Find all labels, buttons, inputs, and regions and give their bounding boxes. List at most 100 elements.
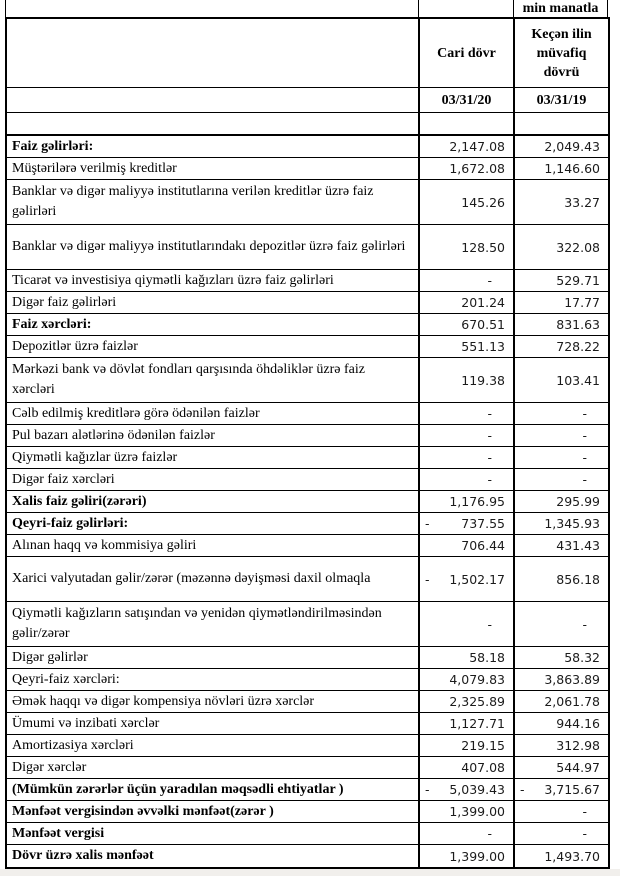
table-row: Pul bazarı alətlərinə ödənilən faizlər - -	[7, 425, 608, 447]
value-prior: 1,345.93	[544, 516, 600, 531]
negative-sign: -	[425, 571, 430, 587]
value-prior: 944.16	[556, 716, 600, 731]
unit-row-current-spacer	[418, 0, 513, 17]
value-prior: 3,863.89	[544, 672, 600, 687]
table-row: Digər xərclər 407.08 544.97	[7, 757, 608, 779]
row-label: Xalis faiz gəliri(zərəri)	[7, 491, 420, 512]
spacer-label-cell	[7, 113, 420, 134]
value-prior: 728.22	[556, 339, 600, 354]
amount: 5,039.43	[449, 782, 505, 797]
value-current: -	[420, 270, 515, 291]
table-row: Faiz xərcləri: 670.51 831.63	[7, 314, 608, 336]
value-prior: 17.77	[564, 295, 600, 310]
unit-label: min manatla	[513, 0, 608, 17]
page-bottom-margin	[0, 869, 620, 876]
row-label: Digər xərclər	[7, 757, 420, 778]
table-row: Xarici valyutadan gəlir/zərər (məzənnə d…	[7, 557, 608, 602]
value-prior: 103.41	[556, 372, 600, 388]
row-label: Amortizasiya xərcləri	[7, 735, 420, 756]
value-prior: -	[582, 826, 587, 841]
row-label: Faiz xərcləri:	[7, 314, 420, 335]
table-row: Mənfəət vergisindən əvvəlki mənfəət(zərə…	[7, 801, 608, 823]
value-prior: -	[582, 406, 587, 421]
unit-row: min manatla	[5, 0, 610, 17]
value-prior: -	[582, 804, 587, 819]
row-label: Qeyri-faiz gəlirləri:	[7, 513, 420, 534]
table-row: Digər faiz gəlirləri 201.24 17.77	[7, 292, 608, 314]
value-prior: 544.97	[556, 760, 600, 775]
value-current: -	[420, 425, 515, 446]
value-current: -	[420, 447, 515, 468]
value-prior: -	[582, 428, 587, 443]
value-prior: 1,146.60	[544, 161, 600, 176]
table-row: Əmək haqqı və digər kompensiya növləri ü…	[7, 691, 608, 713]
row-label: Mənfəət vergisi	[7, 823, 420, 844]
row-label: Mənfəət vergisindən əvvəlki mənfəət(zərə…	[7, 801, 420, 822]
row-label: Banklar və digər maliyyə institutlarında…	[7, 225, 420, 269]
value-current: -	[420, 823, 515, 844]
value-current: 201.24	[420, 292, 515, 313]
value-current: 670.51	[420, 314, 515, 335]
value-prior: 1,493.70	[544, 848, 600, 864]
value-prior: 431.43	[556, 538, 600, 553]
unit-row-label-spacer	[5, 0, 418, 17]
value-current: 128.50	[420, 225, 515, 269]
table-row: Müştərilərə verilmiş kreditlər 1,672.08 1,…	[7, 158, 608, 180]
row-label: Digər faiz gəlirləri	[7, 292, 420, 313]
value-prior: 295.99	[556, 494, 600, 509]
row-label: Əmək haqqı və digər kompensiya növləri ü…	[7, 691, 420, 712]
row-label: Xarici valyutadan gəlir/zərər (məzənnə d…	[7, 557, 420, 601]
table-row: Banklar və digər maliyyə institutlarına …	[7, 180, 608, 225]
value-prior: 831.63	[556, 317, 600, 332]
value-current: 706.44	[420, 535, 515, 556]
value-prior: -	[582, 616, 587, 632]
row-label: Banklar və digər maliyyə institutlarına …	[7, 180, 420, 224]
row-label: Qeyri-faiz xərcləri:	[7, 669, 420, 690]
value-current: 2,325.89	[420, 691, 515, 712]
value-current: - 1,502.17	[420, 557, 515, 601]
table-row: Ticarət və investisiya qiymətli kağızlar…	[7, 270, 608, 292]
table-row: Digər gəlirlər 58.18 58.32	[7, 647, 608, 669]
value-prior: -	[582, 450, 587, 465]
column-header-current-period: Cari dövr	[420, 19, 515, 87]
row-label: Ümumi və inzibati xərclər	[7, 713, 420, 734]
value-current: 551.13	[420, 336, 515, 357]
negative-sign: -	[425, 516, 430, 531]
amount: 1,502.17	[449, 571, 505, 587]
value-current: 2,147.08	[420, 136, 515, 157]
table-row: (Mümkün zərərlər üçün yaradılan məqsədli…	[7, 779, 608, 801]
value-current: 145.26	[420, 180, 515, 224]
table-row: Ümumi və inzibati xərclər 1,127.71 944.16	[7, 713, 608, 735]
row-label: Faiz gəlirləri:	[7, 136, 420, 157]
value-prior: - 3,715.67	[515, 779, 608, 800]
prior-period-date: 03/31/19	[536, 92, 587, 108]
negative-sign: -	[520, 782, 525, 797]
row-label: Qiymətli kağızların satışından və yenidə…	[7, 602, 420, 646]
value-current: 1,176.95	[420, 491, 515, 512]
table-header-row: Cari dövr Keçən ilin müvafiq dövrü	[7, 19, 608, 88]
row-label: Cəlb edilmiş kreditlərə görə ödənilən fa…	[7, 403, 420, 424]
table-row: Mərkəzi bank və dövlət fondları qarşısın…	[7, 358, 608, 403]
row-label: Digər gəlirlər	[7, 647, 420, 668]
value-current: 1,672.08	[420, 158, 515, 179]
value-current: 1,127.71	[420, 713, 515, 734]
row-label: Mərkəzi bank və dövlət fondları qarşısın…	[7, 358, 420, 402]
value-current: 119.38	[420, 358, 515, 402]
amount: 3,715.67	[544, 782, 600, 797]
value-prior: 856.18	[556, 571, 600, 587]
value-current: -	[420, 602, 515, 646]
table-row: Alınan haqq və kommisiya gəliri 706.44 431…	[7, 535, 608, 557]
spacer-row	[7, 113, 608, 134]
table-row: Xalis faiz gəliri(zərəri) 1,176.95 295.99	[7, 491, 608, 513]
row-label: Digər faiz xərcləri	[7, 469, 420, 490]
value-prior: 2,049.43	[544, 139, 600, 154]
value-prior: 58.32	[564, 650, 600, 665]
row-label: Alınan haqq və kommisiya gəliri	[7, 535, 420, 556]
table-row: Faiz gəlirləri: 2,147.08 2,049.43	[7, 136, 608, 158]
table-row: Depozitlər üzrə faizlər 551.13 728.22	[7, 336, 608, 358]
table-row: Mənfəət vergisi - -	[7, 823, 608, 845]
current-period-date: 03/31/20	[420, 88, 515, 112]
table-row: Qeyri-faiz gəlirləri: - 737.55 1,345.93	[7, 513, 608, 535]
value-current: 219.15	[420, 735, 515, 756]
